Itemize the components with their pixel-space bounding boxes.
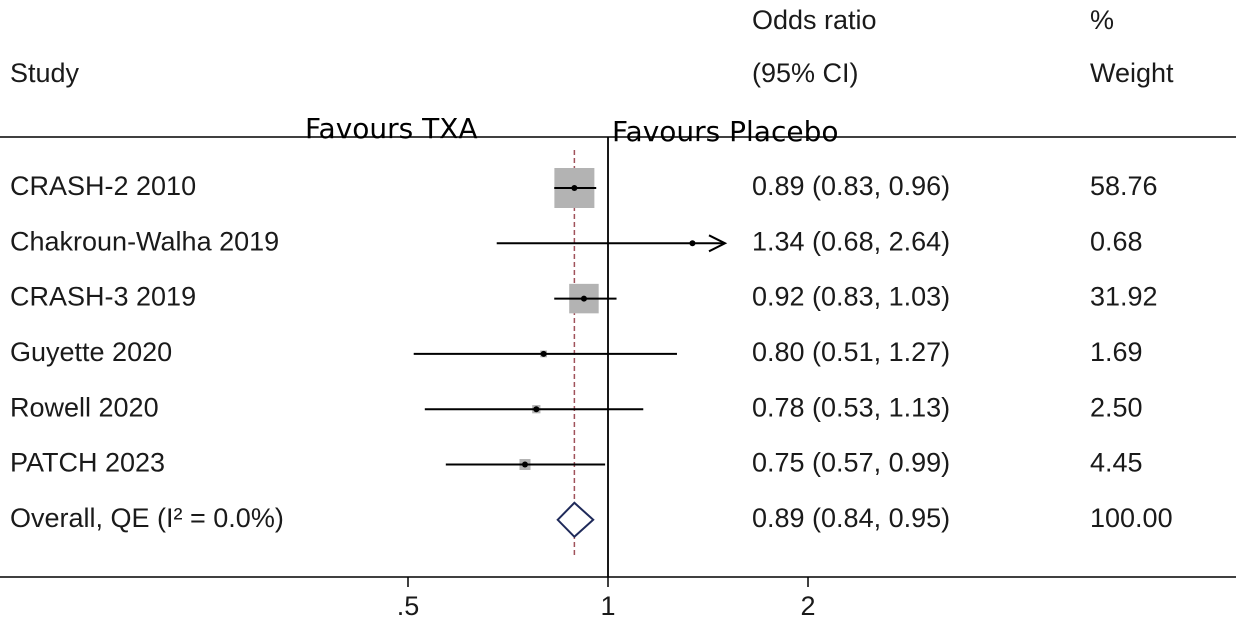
weight-header: Weight xyxy=(1090,58,1174,88)
weight-label: 31.92 xyxy=(1090,282,1158,312)
effect-label: 1.34 (0.68, 2.64) xyxy=(752,226,950,256)
study-label: CRASH-2 2010 xyxy=(10,171,196,201)
effect-label: 0.78 (0.53, 1.13) xyxy=(752,392,950,422)
point xyxy=(689,240,696,247)
x-tick-label: 1 xyxy=(600,591,615,621)
study-label: Guyette 2020 xyxy=(10,337,172,367)
x-tick-label: .5 xyxy=(397,591,420,621)
weight-label: 2.50 xyxy=(1090,392,1143,422)
point xyxy=(533,406,540,413)
point xyxy=(521,461,528,468)
effect-header: Odds ratio xyxy=(752,5,877,35)
ci-arrow xyxy=(708,234,728,253)
study-label: PATCH 2023 xyxy=(10,448,165,478)
effect-label: 0.89 (0.84, 0.95) xyxy=(752,503,950,533)
annotation: Favours Placebo xyxy=(612,115,839,148)
effect-header: (95% CI) xyxy=(752,58,859,88)
overall-diamond xyxy=(556,501,595,539)
weight-label: 4.45 xyxy=(1090,448,1143,478)
study-label: Rowell 2020 xyxy=(10,392,159,422)
weight-label: 100.00 xyxy=(1090,503,1173,533)
weight-label: 0.68 xyxy=(1090,226,1143,256)
annotation: Favours TXA xyxy=(305,112,478,145)
effect-label: 0.89 (0.83, 0.96) xyxy=(752,171,950,201)
study-label: CRASH-3 2019 xyxy=(10,282,196,312)
effect-label: 0.92 (0.83, 1.03) xyxy=(752,282,950,312)
study-header: Study xyxy=(10,58,80,88)
x-tick-label: 2 xyxy=(800,591,815,621)
study-label: Chakroun-Walha 2019 xyxy=(10,226,279,256)
point xyxy=(540,350,547,357)
weight-label: 58.76 xyxy=(1090,171,1158,201)
point xyxy=(571,185,578,191)
effect-label: 0.75 (0.57, 0.99) xyxy=(752,448,950,478)
weight-header: % xyxy=(1090,5,1114,35)
point xyxy=(580,295,587,302)
overall-label: Overall, QE (I² = 0.0%) xyxy=(10,503,284,533)
weight-label: 1.69 xyxy=(1090,337,1143,367)
effect-label: 0.80 (0.51, 1.27) xyxy=(752,337,950,367)
